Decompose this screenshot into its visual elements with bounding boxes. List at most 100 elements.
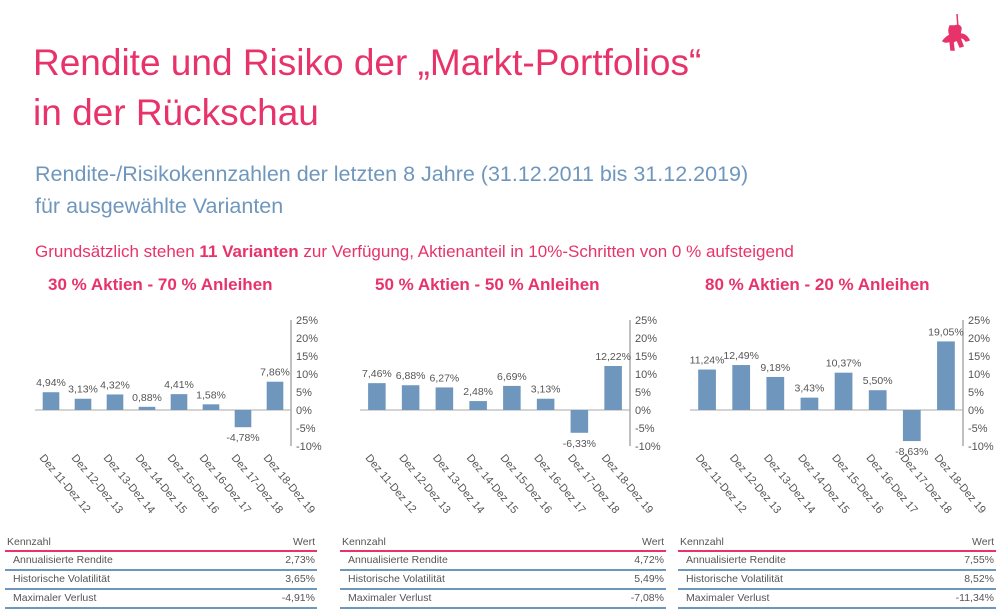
bar [170, 394, 188, 410]
table-row: Historische Volatilität 3,65% [5, 571, 317, 590]
data-label: 1,58% [196, 389, 226, 401]
data-label: 2,48% [463, 386, 493, 398]
bar [937, 341, 955, 410]
y-tick-label: -10% [968, 441, 994, 453]
metric-label: Annualisierte Rendite [348, 554, 448, 566]
chart-title-3: 80 % Aktien - 20 % Anleihen [705, 275, 930, 294]
bar [469, 401, 487, 410]
bar [902, 410, 921, 442]
metric-value: -11,34% [955, 592, 994, 604]
y-tick-label: 5% [296, 387, 312, 399]
note-bold: 11 Varianten [199, 242, 299, 261]
bar [42, 392, 60, 410]
y-tick-label: 20% [296, 333, 318, 345]
data-label: 4,41% [164, 379, 194, 391]
data-label: 7,86% [260, 367, 290, 379]
data-label: 3,13% [531, 384, 561, 396]
y-tick-label: 10% [296, 369, 318, 381]
metric-label: Maximaler Verlust [13, 592, 97, 604]
table-header: Kennzahl Wert [678, 535, 996, 552]
metric-value: 2,73% [285, 554, 315, 566]
subtitle-line-1: Rendite-/Risikokennzahlen der letzten 8 … [35, 162, 749, 186]
data-label: 10,37% [826, 358, 862, 370]
bar [138, 406, 156, 410]
bar [503, 385, 521, 410]
header-kennzahl: Kennzahl [680, 536, 724, 548]
metric-value: 3,65% [285, 573, 315, 585]
table-header: Kennzahl Wert [5, 535, 317, 552]
bar [604, 366, 622, 410]
bar [570, 410, 589, 433]
y-tick-label: 15% [296, 351, 318, 363]
y-tick-label: 0% [296, 405, 312, 417]
metric-label: Annualisierte Rendite [686, 554, 786, 566]
table-row: Historische Volatilität 8,52% [678, 571, 996, 590]
note-text: Grundsätzlich stehen [35, 242, 200, 261]
data-label: 4,94% [36, 377, 66, 389]
y-tick-label: 20% [635, 333, 657, 345]
bar [834, 372, 853, 410]
data-label: 12,22% [595, 351, 631, 363]
table-row: Annualisierte Rendite 7,55% [678, 552, 996, 571]
bar [266, 381, 284, 410]
data-label: 9,18% [760, 362, 790, 374]
y-tick-label: 15% [968, 351, 990, 363]
bar [435, 387, 454, 410]
y-tick-label: -5% [635, 423, 655, 435]
metric-value: 8,52% [964, 573, 994, 585]
y-tick-label: 0% [635, 405, 651, 417]
y-tick-label: -5% [968, 423, 988, 435]
table-row: Maximaler Verlust -11,34% [678, 590, 996, 609]
metric-label: Historische Volatilität [348, 573, 445, 585]
data-label: 7,46% [362, 368, 392, 380]
header-wert: Wert [642, 536, 664, 548]
metric-label: Maximaler Verlust [686, 592, 770, 604]
bar [868, 390, 887, 410]
metric-label: Historische Volatilität [686, 573, 783, 585]
bar [368, 383, 386, 410]
title-line-2: in der Rückschau [33, 92, 319, 133]
subtitle: Rendite-/Risikokennzahlen der letzten 8 … [35, 158, 748, 222]
bar [766, 376, 785, 410]
y-tick-label: 10% [635, 369, 657, 381]
header-kennzahl: Kennzahl [342, 536, 386, 548]
data-label: 11,24% [690, 355, 725, 367]
chart-title-2: 50 % Aktien - 50 % Anleihen [375, 275, 600, 294]
bar [536, 398, 555, 410]
data-label: 19,05% [928, 326, 964, 338]
metric-value: -4,91% [281, 592, 315, 604]
header-wert: Wert [972, 536, 994, 548]
subtitle-line-2: für ausgewählte Varianten [35, 194, 284, 218]
y-tick-label: 5% [968, 387, 984, 399]
bar [202, 404, 220, 410]
data-label: 6,27% [429, 372, 459, 384]
data-label: 0,88% [132, 392, 162, 404]
metric-value: 7,55% [964, 554, 994, 566]
y-tick-label: -5% [296, 423, 316, 435]
metric-value: 5,49% [634, 573, 664, 585]
knight-on-horse-logo [941, 13, 971, 51]
chart-title-1: 30 % Aktien - 70 % Anleihen [48, 275, 273, 294]
metrics-table-1: Kennzahl Wert Annualisierte Rendite 2,73% Hi… [5, 535, 317, 609]
note-text-end: zur Verfügung, Aktienanteil in 10%-Schri… [298, 242, 794, 261]
data-label: 5,50% [863, 375, 893, 387]
y-tick-label: 10% [968, 369, 990, 381]
data-label: 6,88% [396, 370, 426, 382]
variants-note: Grundsätzlich stehen 11 Varianten zur Ve… [35, 242, 794, 262]
table-row: Maximaler Verlust -7,08% [340, 590, 666, 609]
table-row: Annualisierte Rendite 2,73% [5, 552, 317, 571]
metric-label: Historische Volatilität [13, 573, 110, 585]
bar [106, 394, 124, 410]
metric-value: -7,08% [630, 592, 664, 604]
y-tick-label: 25% [968, 315, 990, 327]
metrics-table-3: Kennzahl Wert Annualisierte Rendite 7,55% Hi… [678, 535, 996, 609]
page-title: Rendite und Risiko der „Markt-Portfolios… [33, 38, 701, 138]
bar [234, 410, 252, 428]
bar [732, 365, 751, 410]
data-label: 4,32% [100, 379, 130, 391]
data-label: 12,49% [723, 350, 759, 362]
y-tick-label: 15% [635, 351, 657, 363]
table-header: Kennzahl Wert [340, 535, 666, 552]
table-row: Maximaler Verlust -4,91% [5, 590, 317, 609]
